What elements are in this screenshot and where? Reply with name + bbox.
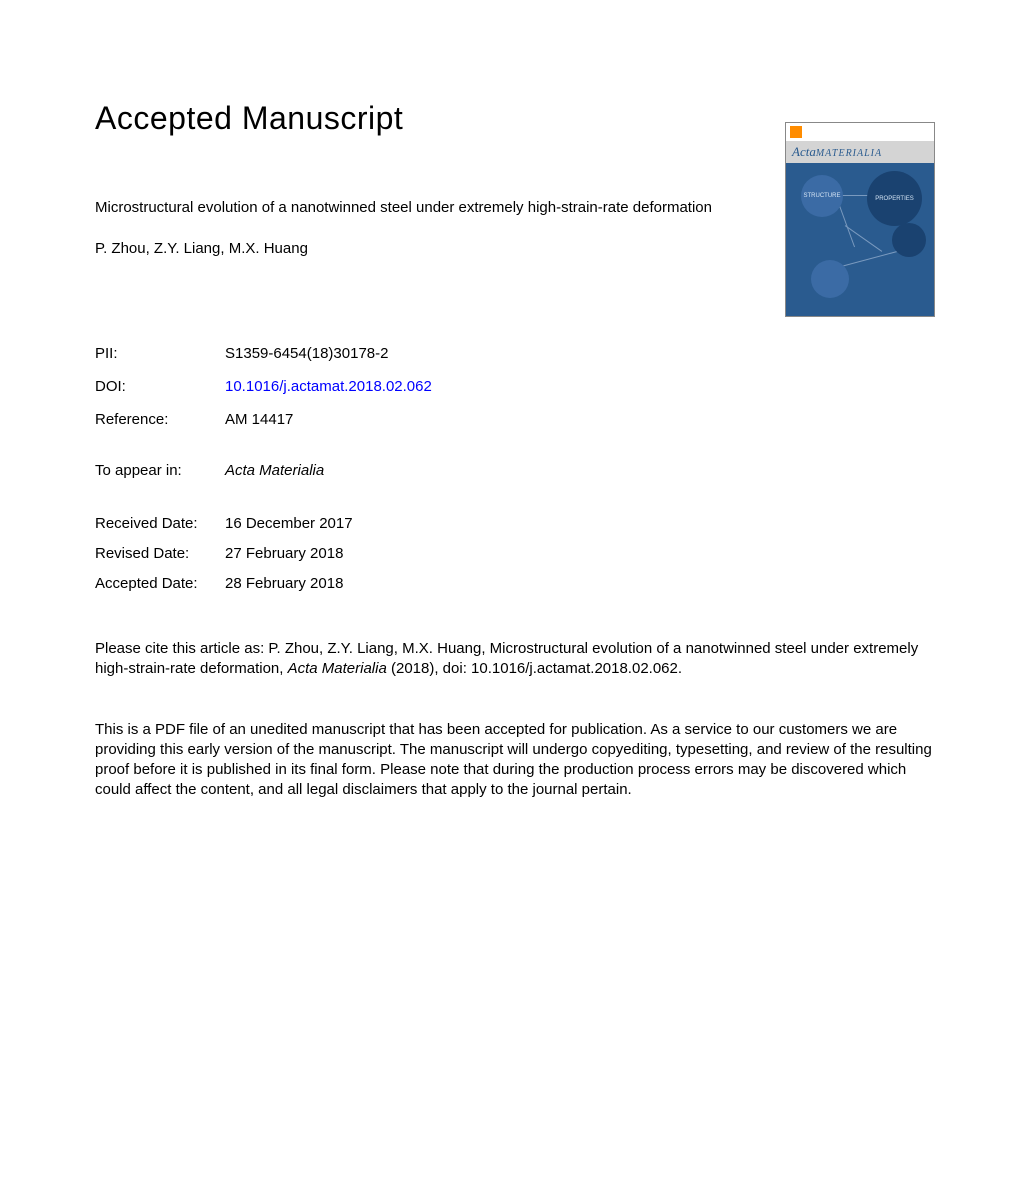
cover-header — [786, 123, 934, 141]
citation-paragraph: Please cite this article as: P. Zhou, Z.… — [95, 639, 935, 680]
appear-value: Acta Materialia — [225, 454, 935, 487]
pii-value: S1359-6454(18)30178-2 — [225, 337, 935, 370]
accepted-label: Accepted Date: — [95, 569, 225, 599]
cover-journal-name: ActaMATERIALIA — [792, 144, 882, 160]
cover-node-icon: PROPERTIES — [867, 171, 922, 226]
reference-label: Reference: — [95, 403, 225, 436]
revised-label: Revised Date: — [95, 539, 225, 569]
cover-connector-line — [842, 250, 900, 266]
dates-table: Received Date: 16 December 2017 Revised … — [95, 509, 935, 599]
publisher-logo-icon — [790, 126, 802, 138]
citation-suffix: (2018), doi: 10.1016/j.actamat.2018.02.0… — [387, 660, 682, 677]
received-label: Received Date: — [95, 509, 225, 539]
meta-row-reference: Reference: AM 14417 — [95, 403, 935, 436]
meta-row-received: Received Date: 16 December 2017 — [95, 509, 935, 539]
cover-node-icon — [892, 223, 926, 257]
appear-label: To appear in: — [95, 454, 225, 487]
received-value: 16 December 2017 — [225, 509, 935, 539]
metadata-table: PII: S1359-6454(18)30178-2 DOI: 10.1016/… — [95, 337, 935, 487]
reference-value: AM 14417 — [225, 403, 935, 436]
meta-row-revised: Revised Date: 27 February 2018 — [95, 539, 935, 569]
accepted-value: 28 February 2018 — [225, 569, 935, 599]
pii-label: PII: — [95, 337, 225, 370]
header-row: Microstructural evolution of a nanotwinn… — [95, 197, 935, 317]
cover-node-icon — [811, 260, 849, 298]
doi-link[interactable]: 10.1016/j.actamat.2018.02.062 — [225, 370, 935, 403]
cover-node-icon: STRUCTURE — [801, 175, 843, 217]
header-text-block: Microstructural evolution of a nanotwinn… — [95, 197, 785, 297]
cover-title-bar: ActaMATERIALIA — [786, 141, 934, 163]
disclaimer-paragraph: This is a PDF file of an unedited manusc… — [95, 720, 935, 801]
meta-row-doi: DOI: 10.1016/j.actamat.2018.02.062 — [95, 370, 935, 403]
doi-label: DOI: — [95, 370, 225, 403]
revised-value: 27 February 2018 — [225, 539, 935, 569]
citation-journal: Acta Materialia — [288, 660, 387, 677]
cover-body: STRUCTURE PROPERTIES — [786, 163, 934, 318]
authors: P. Zhou, Z.Y. Liang, M.X. Huang — [95, 240, 755, 257]
meta-row-pii: PII: S1359-6454(18)30178-2 — [95, 337, 935, 370]
meta-row-appear: To appear in: Acta Materialia — [95, 454, 935, 487]
journal-cover-thumbnail: ActaMATERIALIA STRUCTURE PROPERTIES — [785, 122, 935, 317]
meta-row-accepted: Accepted Date: 28 February 2018 — [95, 569, 935, 599]
article-title: Microstructural evolution of a nanotwinn… — [95, 197, 755, 218]
